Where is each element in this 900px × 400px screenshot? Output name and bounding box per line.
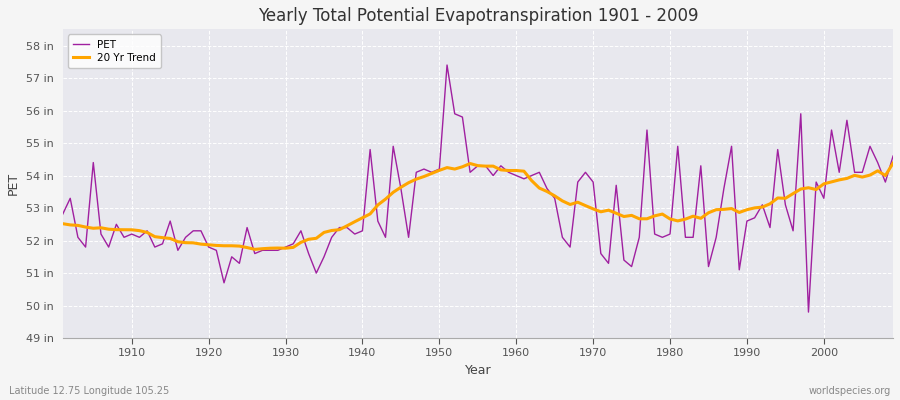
20 Yr Trend (511, 168, 522, 173)
20 Yr Trend (518, 169, 529, 174)
PET (887, 154, 898, 158)
20 Yr Trend (249, 247, 260, 252)
Line: 20 Yr Trend: 20 Yr Trend (62, 163, 893, 249)
Legend: PET, 20 Yr Trend: PET, 20 Yr Trend (68, 34, 161, 68)
PET (511, 173, 522, 178)
PET (334, 225, 345, 230)
PET (119, 235, 130, 240)
20 Yr Trend (611, 211, 622, 216)
PET (288, 242, 299, 246)
Y-axis label: PET: PET (7, 172, 20, 195)
20 Yr Trend (887, 161, 898, 166)
Text: worldspecies.org: worldspecies.org (809, 386, 891, 396)
20 Yr Trend (119, 227, 130, 232)
20 Yr Trend (342, 223, 353, 228)
PET (57, 212, 68, 217)
Title: Yearly Total Potential Evapotranspiration 1901 - 2009: Yearly Total Potential Evapotranspiratio… (257, 7, 698, 25)
X-axis label: Year: Year (464, 364, 491, 377)
20 Yr Trend (295, 240, 306, 245)
PET (518, 176, 529, 181)
20 Yr Trend (57, 221, 68, 226)
PET (803, 310, 814, 314)
Text: Latitude 12.75 Longitude 105.25: Latitude 12.75 Longitude 105.25 (9, 386, 169, 396)
Line: PET: PET (62, 65, 893, 312)
PET (442, 63, 453, 68)
PET (611, 183, 622, 188)
